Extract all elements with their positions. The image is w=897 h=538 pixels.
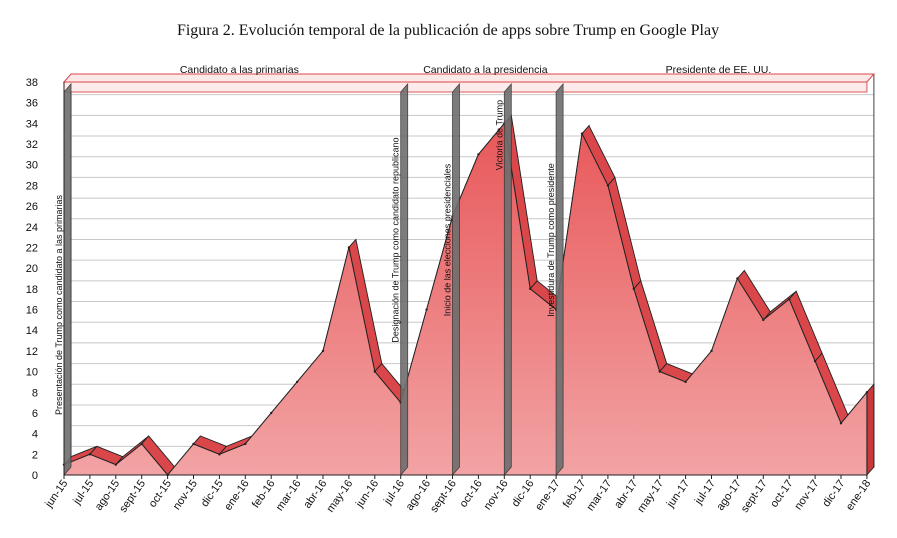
x-tick-label: mar-17 [585,478,615,513]
x-tick-label: jun-16 [353,478,381,511]
data-point [477,153,480,156]
data-point [710,349,713,353]
y-tick-label: 22 [26,242,38,254]
x-tick-label: jun-17 [664,478,692,511]
data-point [218,453,221,456]
area-front [63,122,868,476]
y-tick-label: 38 [26,77,38,89]
data-point [658,370,661,373]
phase-label: Candidato a la presidencia [423,64,547,76]
area-end-cap [866,383,875,477]
y-tick-label: 16 [26,305,38,317]
event-bar [63,82,72,477]
data-point [788,297,791,301]
data-point [606,184,610,187]
data-point [632,287,635,291]
y-tick-label: 28 [26,180,38,192]
data-point [762,318,765,322]
data-point [270,411,273,415]
event-label: Inicio de las elecciones presidenciales [443,163,453,316]
x-tick-label: ene-18 [844,478,873,513]
x-tick-label: jul-17 [692,478,718,508]
x-tick-label: sept-17 [739,478,770,515]
phase-bands: Candidato a las primarias Candidato a la … [62,64,876,93]
data-point [347,246,351,249]
x-tick-label: nov-17 [792,478,821,512]
data-point [321,349,325,353]
x-tick-label: may-16 [324,478,355,515]
x-tick-label: dic-16 [510,478,537,509]
y-tick-label: 0 [32,470,38,482]
event-label: Presentación de Trump como candidato a l… [54,194,64,415]
y-tick-label: 10 [26,367,38,379]
data-point [839,422,843,425]
data-point [813,360,817,363]
y-tick-label: 32 [26,139,38,151]
x-tick-label: jun-15 [43,478,71,511]
y-tick-label: 4 [32,429,38,441]
data-point [865,391,869,394]
y-tick-label: 6 [32,408,38,420]
event-label: Designación de Trump como candidato repu… [391,137,401,342]
area-series [62,114,875,477]
event-bar [452,82,460,477]
y-tick-label: 30 [26,160,38,172]
x-tick-label: jul-15 [71,478,97,508]
event-bar [400,82,409,477]
event-label: Victoria de Trump [494,100,504,170]
x-tick-label: nov-15 [171,478,200,512]
y-tick-label: 34 [26,118,38,130]
x-tick-label: ene-16 [222,478,251,513]
data-point [192,442,195,446]
y-tick-label: 18 [26,284,38,296]
data-point [88,453,92,456]
y-tick-label: 12 [26,346,38,358]
x-tick-label: dic-17 [820,478,847,509]
y-tick-label: 14 [26,325,38,337]
x-tick-label: mar-16 [274,478,304,513]
event-bar [503,82,512,477]
y-tick-label: 24 [26,222,38,234]
data-point [529,287,532,291]
phase-band-front [63,81,868,93]
data-point [295,380,299,384]
y-tick-label: 36 [26,98,38,110]
x-tick-label: sept-15 [117,478,148,515]
x-tick-label: nov-16 [482,478,511,512]
data-point [736,277,739,280]
data-point [425,308,428,311]
x-tick-label: jul-16 [381,478,407,508]
data-point [244,442,247,446]
x-tick-label: dic-15 [199,478,226,509]
chart-title: Figura 2. Evolución temporal de la publi… [177,22,719,39]
y-tick-label: 26 [26,201,38,213]
data-point [684,380,687,384]
y-tick-label: 20 [26,263,38,275]
x-tick-label: may-17 [635,478,666,515]
event-bar [555,82,564,477]
event-label: Investidura de Trump como presidente [546,163,556,317]
phase-label: Presidente de EE. UU. [666,64,772,76]
x-tick-label: ene-17 [533,478,562,513]
x-tick-label: sept-16 [428,478,459,515]
data-point [373,370,376,373]
phase-label: Candidato a las primarias [180,64,299,76]
y-tick-label: 2 [32,449,38,461]
data-point [140,442,143,446]
data-point [580,132,584,135]
data-point [114,463,118,466]
event-markers: Presentación de Trump como candidato a l… [54,82,564,477]
y-tick-label: 8 [32,387,38,399]
